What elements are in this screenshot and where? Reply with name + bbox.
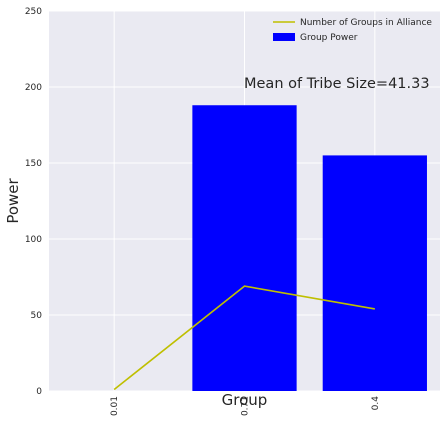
y-tick-label: 150	[25, 159, 42, 169]
x-tick-label: 0.71	[241, 396, 251, 416]
y-tick-label: 100	[25, 235, 42, 245]
x-axis-label: Group	[222, 391, 268, 409]
y-axis-label: Power	[4, 177, 22, 223]
line-series	[113, 285, 375, 391]
legend-label-bar: Group Power	[300, 33, 358, 43]
bars	[192, 105, 427, 392]
x-tick-label: 0.01	[110, 396, 120, 416]
y-tick-label: 250	[25, 7, 42, 17]
y-tick-label: 200	[25, 83, 42, 93]
x-tick-label: 0.4	[371, 396, 381, 411]
x-tick-labels: 0.01 0.71 0.4	[110, 396, 381, 416]
legend-bar-swatch	[273, 33, 295, 41]
y-tick-label: 0	[36, 387, 42, 397]
y-tick-labels: 0 50 100 150 200 250	[25, 7, 42, 397]
legend: Number of Groups in Alliance Group Power	[273, 18, 432, 43]
y-tick-label: 50	[31, 311, 43, 321]
legend-label-line: Number of Groups in Alliance	[300, 18, 432, 28]
bar	[322, 155, 427, 391]
mean-annotation: Mean of Tribe Size=41.33	[244, 76, 430, 92]
bar	[192, 105, 297, 392]
